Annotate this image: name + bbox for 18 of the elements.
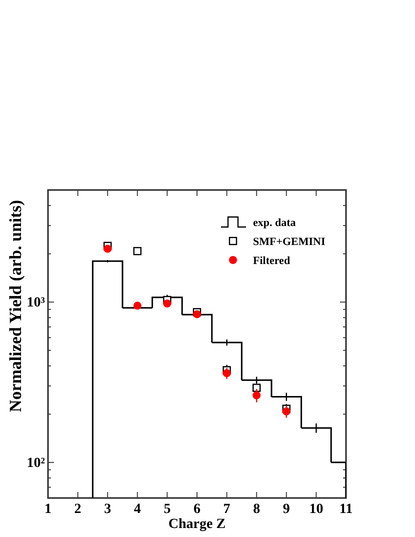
y-tick-label: 10³ bbox=[26, 296, 45, 311]
y-tick-label: 10² bbox=[26, 456, 45, 471]
x-tick-label: 11 bbox=[339, 502, 353, 517]
x-tick-label: 9 bbox=[282, 502, 290, 517]
x-tick-label: 4 bbox=[134, 502, 141, 517]
x-tick-label: 1 bbox=[44, 502, 52, 517]
x-tick-label: 8 bbox=[253, 502, 260, 517]
legend-label: Filtered bbox=[253, 254, 290, 267]
x-tick-label: 2 bbox=[74, 502, 82, 517]
y-axis-title: Normalized Yield (arb. units) bbox=[6, 200, 25, 412]
x-tick-label: 7 bbox=[223, 502, 230, 517]
x-tick-label: 3 bbox=[104, 502, 112, 517]
x-axis-title: Charge Z bbox=[168, 517, 226, 532]
legend-label: SMF+GEMINI bbox=[253, 236, 326, 248]
x-tick-label: 10 bbox=[309, 502, 324, 517]
x-tick-label: 6 bbox=[194, 502, 200, 517]
x-tick-label: 5 bbox=[164, 502, 171, 517]
legend-label: exp. data bbox=[253, 216, 296, 229]
